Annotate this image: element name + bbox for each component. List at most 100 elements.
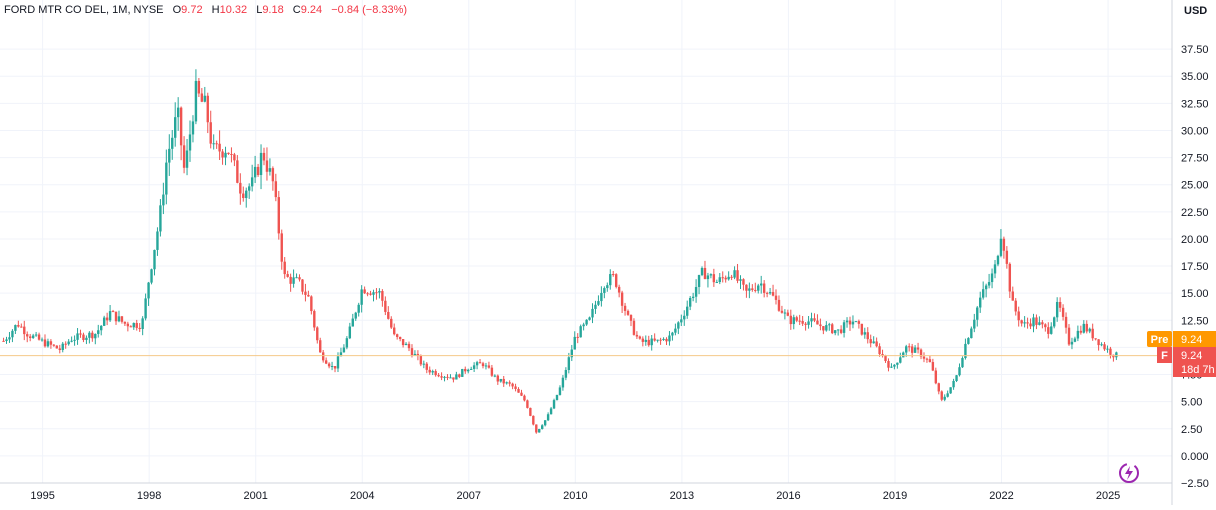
candle-body [147, 282, 150, 299]
candle-body [1073, 338, 1077, 342]
candle-body [138, 327, 141, 330]
candle-body [990, 273, 994, 283]
candle-body [378, 291, 381, 293]
candle-body [37, 334, 41, 340]
candle-body [321, 352, 325, 361]
candle-body [354, 312, 357, 319]
candle-body [1097, 339, 1100, 346]
lightning-logo-icon[interactable] [1116, 460, 1142, 486]
candle-body [970, 328, 973, 339]
candle-body [736, 270, 739, 281]
last-price-box [1173, 347, 1216, 377]
candle-body [327, 363, 331, 367]
candle-body [478, 362, 482, 364]
candle-body [739, 279, 742, 281]
candle-body [94, 333, 97, 339]
currency-label[interactable]: USD [1184, 5, 1208, 17]
candle-body [949, 387, 952, 394]
candle-body [807, 321, 810, 325]
candle-body [961, 358, 964, 368]
candle-body [393, 327, 396, 335]
candle-body [594, 304, 597, 309]
candle-body [520, 392, 523, 396]
candle-body [745, 284, 748, 291]
candle-body [801, 321, 804, 324]
candle-body [339, 352, 343, 357]
candle-body [224, 152, 227, 158]
candle-body [768, 292, 772, 294]
candle-body [928, 359, 932, 363]
candle-body [292, 277, 295, 284]
candle-body [61, 343, 64, 350]
x-tick-label: 2010 [563, 490, 587, 502]
candle-body [715, 282, 719, 284]
candle-body [836, 329, 840, 331]
candle-body [230, 153, 233, 155]
candle-body [150, 269, 153, 283]
candle-body [182, 145, 186, 168]
candle-body [656, 339, 659, 341]
candle-body [825, 325, 828, 331]
candle-body [694, 287, 698, 297]
candle-body [1035, 317, 1038, 325]
candle-body [301, 279, 304, 292]
candle-body [751, 288, 754, 290]
candle-body [591, 308, 594, 318]
low-label: L [256, 4, 263, 16]
candles-group [2, 69, 1118, 434]
change-value: −0.84 (−8.33%) [331, 4, 408, 16]
candle-body [413, 353, 417, 356]
candle-body [1061, 307, 1065, 317]
candle-body [899, 357, 902, 363]
candle-body [783, 312, 787, 314]
candle-body [390, 318, 393, 328]
candle-body [345, 338, 349, 348]
candle-body [828, 324, 831, 326]
candle-body [437, 375, 440, 377]
candle-body [286, 274, 289, 277]
candle-body [1082, 323, 1086, 333]
candle-body [165, 162, 168, 195]
high-label: H [211, 4, 220, 16]
candle-body [691, 296, 695, 298]
candle-body [76, 333, 79, 340]
candle-body [558, 387, 562, 395]
candle-body [552, 400, 556, 409]
candle-body [979, 297, 982, 308]
candle-body [671, 332, 674, 336]
candle-body [600, 292, 603, 302]
candle-body [120, 316, 124, 322]
candle-body [26, 334, 29, 337]
candle-body [446, 376, 449, 378]
high-value: 10.32 [219, 4, 248, 16]
candle-body [493, 375, 497, 377]
candle-body [535, 424, 538, 433]
symbol-legend: FORD MTR CO DEL, 1M, NYSE O9.72 H10.32 L… [4, 4, 407, 16]
candle-body [919, 349, 923, 357]
candle-body [416, 353, 420, 356]
y-tick-label: 35.00 [1181, 71, 1209, 83]
candle-body [162, 194, 165, 206]
candle-body [144, 298, 147, 319]
candle-body [464, 368, 467, 372]
candle-body [1076, 330, 1080, 339]
candle-body [910, 346, 914, 353]
candle-body [381, 291, 384, 301]
candle-body [67, 341, 70, 345]
y-tick-label: 12.50 [1181, 315, 1209, 327]
candle-body [754, 289, 757, 291]
candle-body [597, 301, 600, 305]
candle-body [330, 366, 334, 368]
candle-body [1041, 322, 1044, 325]
candle-body [718, 277, 721, 283]
candle-body [227, 152, 230, 154]
candle-body [798, 320, 801, 322]
candle-body [502, 378, 505, 384]
candle-body [105, 317, 109, 321]
candle-body [242, 193, 245, 199]
candle-body [114, 311, 118, 322]
candle-body [407, 343, 411, 349]
candle-body [967, 338, 970, 344]
